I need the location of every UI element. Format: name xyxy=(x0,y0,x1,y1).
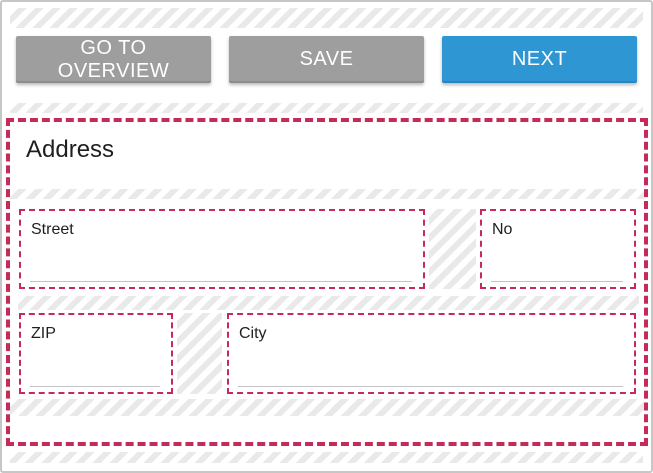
section-title: Address xyxy=(26,136,115,163)
toolbar: GO TO OVERVIEW SAVE NEXT xyxy=(16,36,637,83)
zip-input[interactable] xyxy=(30,364,160,387)
city-input[interactable] xyxy=(238,364,623,387)
dropzone-section-bottom xyxy=(10,399,644,416)
street-input[interactable] xyxy=(30,259,412,282)
zip-city-row: ZIP City xyxy=(19,313,636,394)
dropzone-between-rows xyxy=(18,296,639,310)
no-field-label: No xyxy=(492,221,513,238)
dropzone-above-section xyxy=(10,103,643,113)
no-field[interactable]: No xyxy=(480,209,636,289)
dropzone-street-no-gap xyxy=(429,209,476,289)
street-no-row: Street No xyxy=(19,209,636,289)
go-to-overview-button[interactable]: GO TO OVERVIEW xyxy=(16,36,211,83)
street-field-label: Street xyxy=(31,221,74,238)
next-button[interactable]: NEXT xyxy=(442,36,637,83)
city-field-label: City xyxy=(239,325,267,342)
save-button[interactable]: SAVE xyxy=(229,36,424,83)
dropzone-zip-city-gap xyxy=(177,313,222,394)
dropzone-section-top xyxy=(10,189,644,199)
zip-field[interactable]: ZIP xyxy=(19,313,173,394)
dropzone-top xyxy=(10,8,643,28)
zip-field-label: ZIP xyxy=(31,325,56,342)
city-field[interactable]: City xyxy=(227,313,636,394)
no-input[interactable] xyxy=(491,259,623,282)
street-field[interactable]: Street xyxy=(19,209,425,289)
address-form-section[interactable]: Address Street No ZIP City xyxy=(6,118,648,446)
dropzone-bottom xyxy=(10,452,643,463)
